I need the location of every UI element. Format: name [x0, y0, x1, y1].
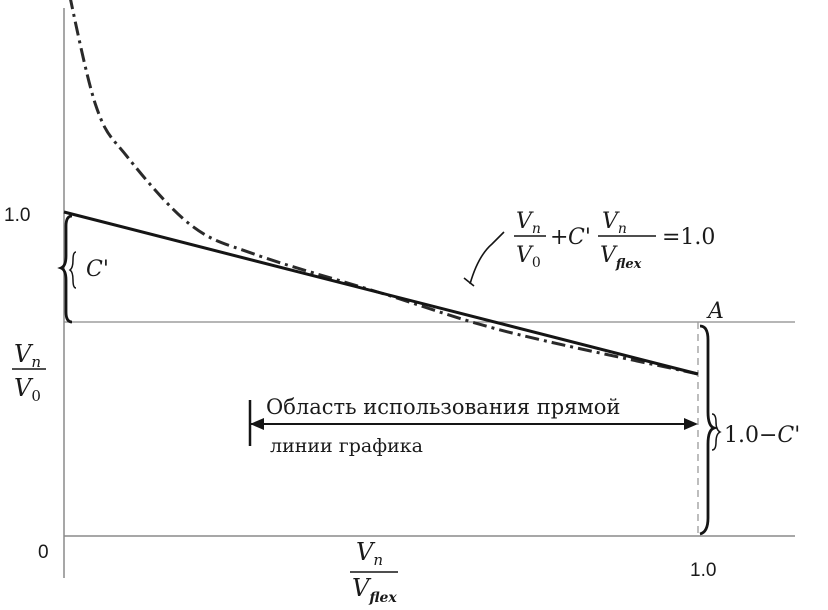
c-prime-bracket	[57, 214, 73, 324]
dash-dot-curve	[69, 0, 699, 376]
svg-text:V0: V0	[14, 374, 41, 405]
right-small-brace	[711, 413, 722, 451]
x-tick-1: 1.0	[690, 560, 716, 581]
svg-text:C': C'	[568, 225, 591, 250]
svg-text:Vflex: Vflex	[600, 243, 642, 272]
y-axis-label: Vn V0	[12, 340, 46, 405]
svg-text:Vn: Vn	[14, 340, 41, 371]
region-text-line1: Область использования прямой	[266, 395, 620, 419]
point-a-label: A	[706, 299, 724, 324]
c-prime-small-brace	[68, 251, 77, 289]
svg-text:V0: V0	[516, 243, 541, 271]
svg-text:Vn: Vn	[356, 538, 383, 569]
svg-text:Vn: Vn	[602, 209, 627, 237]
c-prime-label: C'	[86, 257, 109, 282]
svg-text:Vn: Vn	[516, 209, 541, 237]
svg-text:=1.0: =1.0	[662, 225, 715, 250]
one-minus-c-label: 1.0−C'	[724, 423, 800, 448]
equation: Vn V0 + C' Vn Vflex =1.0	[514, 209, 715, 272]
region-text-line2: линии графика	[270, 435, 423, 457]
straight-line	[63, 210, 699, 376]
svg-text:+: +	[550, 225, 568, 250]
leader-tick	[463, 277, 475, 287]
region-arrowhead-right	[684, 418, 698, 430]
origin-label: 0	[38, 542, 49, 563]
region-arrowhead-left	[250, 418, 264, 430]
svg-text:Vflex: Vflex	[352, 574, 397, 606]
equation-leader	[469, 231, 505, 285]
right-bracket	[699, 324, 719, 536]
x-axis-label: Vn Vflex	[350, 538, 398, 606]
y-tick-1: 1.0	[4, 205, 30, 226]
